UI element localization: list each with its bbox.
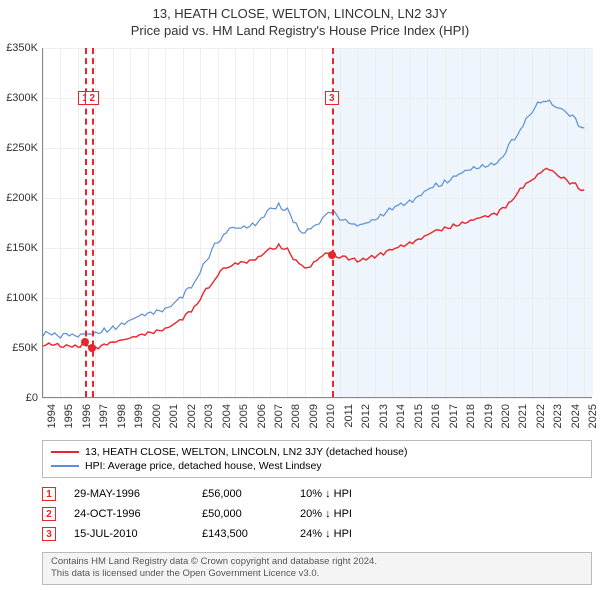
chart-title: 13, HEATH CLOSE, WELTON, LINCOLN, LN2 3J… <box>0 0 600 21</box>
footer-line: This data is licensed under the Open Gov… <box>51 568 583 580</box>
y-axis-label: £50K <box>0 342 42 354</box>
y-axis-label: £350K <box>0 42 42 54</box>
event-price: £50,000 <box>202 508 282 520</box>
event-row: 3 15-JUL-2010 £143,500 24% ↓ HPI <box>42 524 592 544</box>
event-marker-badge: 2 <box>85 91 99 105</box>
event-row: 1 29-MAY-1996 £56,000 10% ↓ HPI <box>42 484 592 504</box>
event-badge: 3 <box>42 527 56 541</box>
event-row: 2 24-OCT-1996 £50,000 20% ↓ HPI <box>42 504 592 524</box>
event-dot <box>81 338 89 346</box>
event-table: 1 29-MAY-1996 £56,000 10% ↓ HPI 2 24-OCT-1996… <box>42 484 592 544</box>
event-diff: 24% ↓ HPI <box>300 528 400 540</box>
y-axis-label: £100K <box>0 292 42 304</box>
y-axis-label: £300K <box>0 92 42 104</box>
chart-subtitle: Price paid vs. HM Land Registry's House … <box>0 21 600 38</box>
event-badge: 1 <box>42 487 56 501</box>
event-date: 15-JUL-2010 <box>74 528 184 540</box>
attribution-footer: Contains HM Land Registry data © Crown c… <box>42 552 592 585</box>
legend-swatch <box>51 465 79 467</box>
legend: 13, HEATH CLOSE, WELTON, LINCOLN, LN2 3J… <box>42 440 592 478</box>
gridline-h <box>43 398 592 399</box>
event-date: 24-OCT-1996 <box>74 508 184 520</box>
legend-item: HPI: Average price, detached house, West… <box>51 459 583 473</box>
event-price: £56,000 <box>202 488 282 500</box>
event-marker-badge: 3 <box>325 91 339 105</box>
event-date: 29-MAY-1996 <box>74 488 184 500</box>
legend-label: 13, HEATH CLOSE, WELTON, LINCOLN, LN2 3J… <box>85 446 408 458</box>
event-dot <box>88 344 96 352</box>
event-diff: 20% ↓ HPI <box>300 508 400 520</box>
y-axis-label: £250K <box>0 142 42 154</box>
y-axis-label: £200K <box>0 192 42 204</box>
legend-label: HPI: Average price, detached house, West… <box>85 460 322 472</box>
legend-item: 13, HEATH CLOSE, WELTON, LINCOLN, LN2 3J… <box>51 445 583 459</box>
event-price: £143,500 <box>202 528 282 540</box>
legend-swatch <box>51 451 79 453</box>
line-series-svg <box>43 48 592 397</box>
event-diff: 10% ↓ HPI <box>300 488 400 500</box>
footer-line: Contains HM Land Registry data © Crown c… <box>51 556 583 568</box>
y-axis-label: £150K <box>0 242 42 254</box>
x-axis-label: 2025 <box>587 404 600 428</box>
event-dot <box>328 251 336 259</box>
event-badge: 2 <box>42 507 56 521</box>
series-hpi <box>43 100 584 338</box>
chart-plot-area: 123 <box>42 48 592 398</box>
y-axis-label: £0 <box>0 392 42 404</box>
